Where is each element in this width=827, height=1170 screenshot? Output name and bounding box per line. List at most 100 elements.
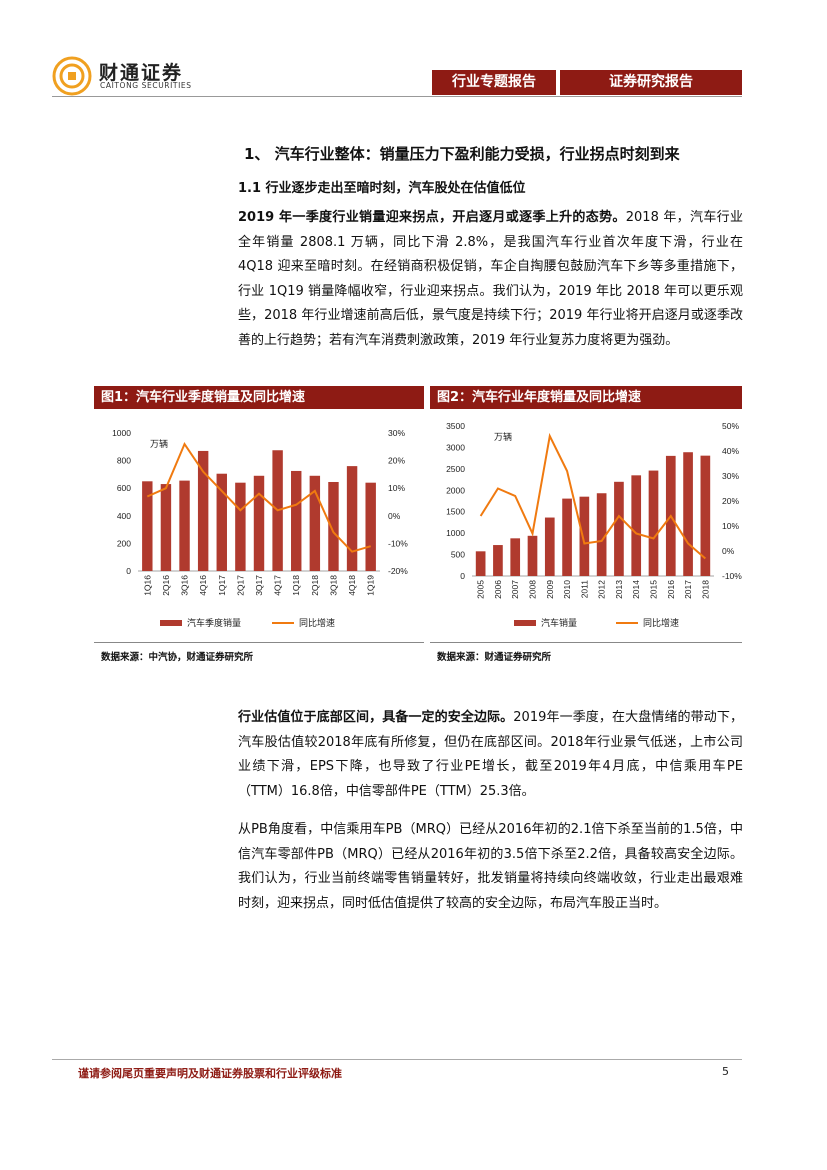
- logo-icon: [52, 56, 92, 96]
- x-tick-label: 1Q17: [217, 575, 227, 596]
- x-tick-label: 2010: [562, 580, 572, 599]
- x-tick-label: 2013: [614, 580, 624, 599]
- x-tick-label: 2011: [579, 580, 589, 599]
- bar: [328, 481, 339, 571]
- y-left-tick-label: 1000: [446, 528, 465, 538]
- x-tick-label: 2008: [528, 580, 538, 599]
- bar: [216, 473, 227, 571]
- paragraph-2-lead: 行业估值位于底部区间，具备一定的安全边际。: [238, 710, 514, 725]
- figure-1-source: 数据来源：中汽协，财通证券研究所: [101, 652, 254, 663]
- paragraph-2-body: 2019年一季度，在大盘情绪的带动下，汽车股估值较2018年底有所修复，但仍在底…: [238, 710, 743, 799]
- y-left-tick-label: 3000: [446, 442, 465, 452]
- report-category-label: 证券研究报告: [560, 70, 742, 95]
- x-tick-label: 2018: [700, 580, 710, 599]
- footer-disclaimer: 谨请参阅尾页重要声明及财通证券股票和行业评级标准: [78, 1067, 342, 1080]
- y-left-tick-label: 0: [460, 571, 465, 581]
- x-tick-label: 4Q17: [273, 575, 283, 596]
- growth-line: [146, 441, 371, 553]
- figure-1-title: 图1：汽车行业季度销量及同比增速: [94, 386, 424, 409]
- bar: [346, 466, 358, 571]
- y-left-tick-label: 2500: [446, 464, 465, 474]
- y-left-tick-label: 600: [117, 483, 131, 493]
- x-tick-label: 1Q18: [291, 575, 301, 596]
- x-tick-label: 4Q16: [198, 575, 208, 596]
- figure-2-chart: 0 500 1000 1500 2000 2500 3000 3500 -10% 0% 10% 20%…: [446, 421, 742, 629]
- y-left-tick-label: 400: [117, 511, 131, 521]
- x-tick-label: 2012: [597, 580, 607, 599]
- bar: [493, 545, 503, 576]
- x-tick-label: 2015: [649, 580, 659, 599]
- legend-bar-swatch: [514, 620, 536, 626]
- paragraph-3-body: 从PB角度看，中信乘用车PB（MRQ）已经从2016年初的2.1倍下杀至当前的1…: [238, 822, 743, 911]
- x-tick-label: 4Q18: [347, 575, 357, 596]
- y-right-tick-label: 50%: [722, 421, 739, 431]
- bar: [614, 481, 624, 576]
- figure-2: 图2：汽车行业年度销量及同比增速 0 500 1000 1500 2000 2500 300…: [430, 386, 742, 666]
- y-right-tick-label: -10%: [388, 538, 408, 548]
- y-left-tick-label: 800: [117, 456, 131, 466]
- y-left-tick-label: 2000: [446, 485, 465, 495]
- y-right-tick-label: 30%: [722, 471, 739, 481]
- legend-bar-swatch: [160, 620, 182, 626]
- section-title: 1、 汽车行业整体：销量压力下盈利能力受损，行业拐点时刻到来: [244, 145, 680, 163]
- x-tick-label: 2005: [476, 580, 486, 599]
- bar: [648, 470, 659, 576]
- bar: [142, 481, 153, 571]
- paragraph-1: 2019 年一季度行业销量迎来拐点，开启逐月或逐季上升的态势。2018 年，汽车…: [238, 206, 743, 353]
- x-tick-label: 2014: [631, 580, 641, 599]
- legend-bar-label: 汽车季度销量: [187, 617, 241, 629]
- x-tick-label: 1Q16: [142, 575, 152, 596]
- paragraph-2: 行业估值位于底部区间，具备一定的安全边际。2019年一季度，在大盘情绪的带动下，…: [238, 706, 743, 804]
- x-tick-label: 2007: [510, 580, 520, 599]
- figure-2-title: 图2：汽车行业年度销量及同比增速: [430, 386, 742, 409]
- bar: [510, 538, 521, 576]
- company-logo: 财通证券 CAITONG SECURITIES: [52, 56, 212, 96]
- legend-line-label: 同比增速: [643, 617, 679, 629]
- bar: [579, 496, 590, 576]
- bar: [527, 535, 538, 576]
- bar: [544, 517, 555, 576]
- subsection-title: 1.1 行业逐步走出至暗时刻，汽车股处在估值低位: [238, 181, 526, 196]
- bar: [309, 475, 321, 571]
- x-tick-label: 3Q17: [254, 575, 264, 596]
- bar: [197, 450, 209, 571]
- bar: [631, 475, 642, 576]
- y-left-tick-label: 3500: [446, 421, 465, 431]
- y-right-tick-label: 0%: [388, 511, 401, 521]
- x-tick-label: 2006: [493, 580, 503, 599]
- figure-1: 图1：汽车行业季度销量及同比增速 0 200 400 600 800 1000 -20% -1…: [94, 386, 424, 666]
- y-right-tick-label: 10%: [722, 521, 739, 531]
- bar: [253, 475, 265, 571]
- figure-2-divider: [430, 642, 742, 643]
- bar: [235, 482, 246, 571]
- header-labels: 行业专题报告 证券研究报告: [432, 70, 742, 95]
- bar: [700, 455, 711, 576]
- y-left-tick-label: 0: [126, 566, 131, 576]
- legend-line-label: 同比增速: [299, 617, 335, 629]
- paragraph-3: 从PB角度看，中信乘用车PB（MRQ）已经从2016年初的2.1倍下杀至当前的1…: [238, 818, 743, 916]
- bar: [291, 470, 302, 571]
- y-right-tick-label: 10%: [388, 483, 405, 493]
- y-right-tick-label: -10%: [722, 571, 742, 581]
- y-right-tick-label: -20%: [388, 566, 408, 576]
- footer-divider: [52, 1059, 742, 1060]
- y-right-tick-label: 40%: [722, 446, 739, 456]
- x-tick-label: 2Q16: [161, 575, 171, 596]
- paragraph-1-lead: 2019 年一季度行业销量迎来拐点，开启逐月或逐季上升的态势。: [238, 210, 626, 225]
- y-left-tick-label: 1000: [112, 428, 131, 438]
- x-tick-label: 2Q17: [235, 575, 245, 596]
- bar: [683, 452, 693, 576]
- unit-label: 万辆: [150, 438, 168, 450]
- y-right-tick-label: 20%: [388, 456, 405, 466]
- y-left-tick-label: 1500: [446, 507, 465, 517]
- x-tick-label: 2017: [683, 580, 693, 599]
- figure-1-chart: 0 200 400 600 800 1000 -20% -10% 0% 10% 20% 30% 1Q16…: [112, 428, 408, 629]
- x-tick-label: 2009: [545, 580, 555, 599]
- logo-text-en: CAITONG SECURITIES: [100, 81, 192, 90]
- figure-1-divider: [94, 642, 424, 643]
- logo-text-cn: 财通证券: [99, 62, 184, 84]
- bar: [160, 484, 172, 571]
- paragraph-1-body: 2018 年，汽车行业全年销量 2808.1 万辆，同比下滑 2.8%，是我国汽…: [238, 210, 743, 348]
- x-tick-label: 1Q19: [366, 575, 376, 596]
- y-left-tick-label: 500: [451, 550, 465, 560]
